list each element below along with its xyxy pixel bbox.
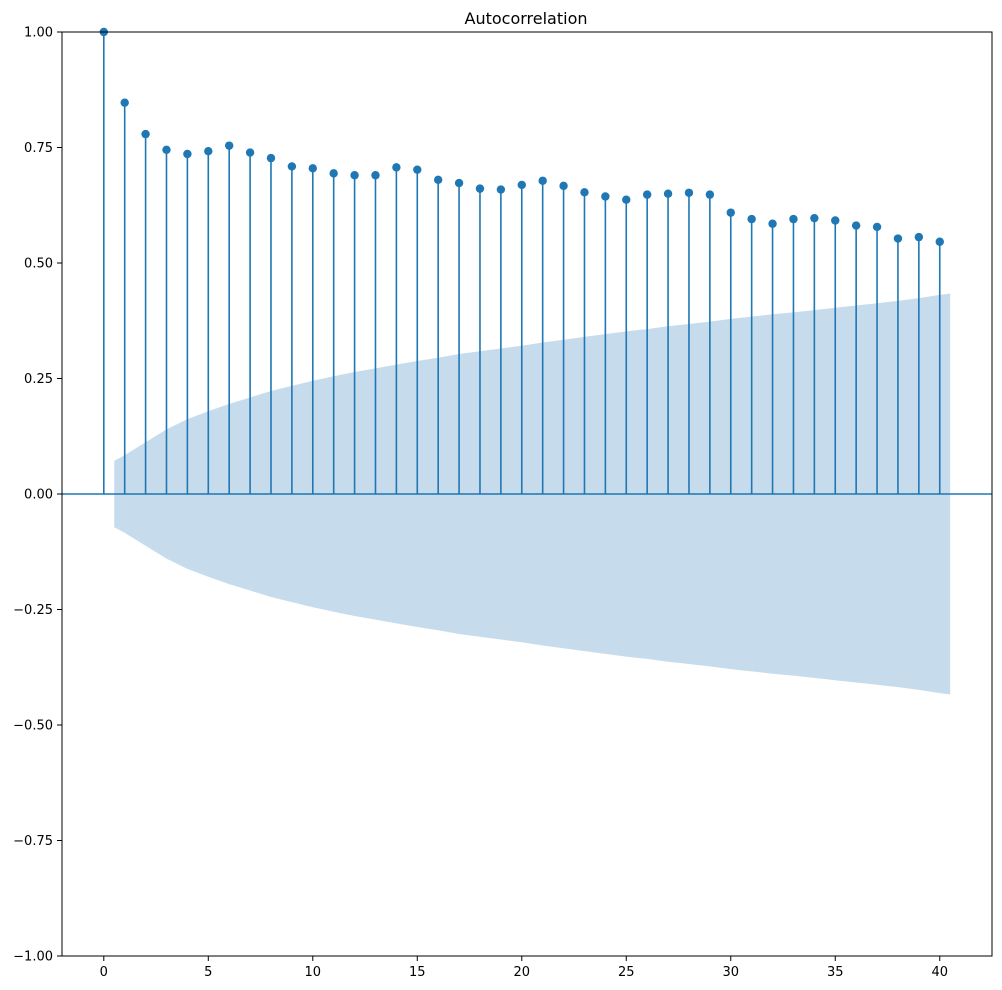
stem-marker [475,184,485,193]
stem-marker [705,190,715,199]
stem-marker [224,141,234,150]
x-tick-label: 40 [931,965,948,980]
x-tick-label: 30 [722,965,739,980]
stem-marker [663,189,673,198]
stem-marker [350,171,359,180]
stem-marker [935,237,944,246]
chart-title: Autocorrelation [465,9,588,28]
x-tick-label: 10 [305,965,322,980]
stem-marker [496,185,506,194]
stem-marker [454,178,464,188]
stem-marker [810,213,819,223]
x-tick-label: 25 [618,965,635,980]
plot-area: 0 5 10 15 20 25 30 35 40 −1.00 −0.75 −0.50 −0.25 0.00… [13,26,993,980]
stem-marker [120,98,129,107]
y-tick-label: 0.00 [24,488,53,503]
stem-marker [580,188,589,197]
stem-marker [831,216,840,225]
y-tick-label: −0.25 [13,603,53,618]
stem-marker [914,232,924,242]
stem-marker [287,162,297,171]
stem-marker [517,180,526,190]
stem-marker [433,175,443,185]
stem-marker [789,214,798,224]
stem-marker [162,145,171,155]
stem-marker [684,188,694,197]
stem-marker [642,190,652,199]
stem-marker [872,222,882,232]
stem-marker [747,214,756,224]
x-tick-label: 20 [514,965,531,980]
x-tick-label: 15 [409,965,426,980]
stem-marker [413,165,422,174]
stem-marker [538,176,547,185]
stem-marker [559,181,568,191]
y-tick-label: −0.50 [13,719,53,734]
stem-marker [622,195,631,204]
stem-marker [245,148,255,157]
stem-marker [893,234,903,243]
stem-marker [329,169,338,178]
x-tick-label: 35 [827,965,844,980]
stem-marker [308,164,317,173]
stem-marker [851,221,861,230]
stem-marker [768,219,777,228]
x-tick-label: 0 [100,965,108,980]
stem-marker [204,146,213,156]
y-tick-label: 0.75 [24,141,53,156]
y-tick-label: 0.50 [24,257,53,272]
stem-marker [266,153,276,163]
stem-marker [371,171,380,180]
stem-marker [601,192,610,201]
stem-marker [392,163,401,172]
y-tick-label: 1.00 [24,26,53,41]
y-tick-label: −0.75 [13,834,53,849]
stem-marker [183,149,192,159]
y-tick-label: −1.00 [13,950,53,965]
x-tick-label: 5 [204,965,212,980]
stem-marker [726,208,735,217]
stem-marker [141,129,150,139]
y-tick-label: 0.25 [24,372,53,387]
